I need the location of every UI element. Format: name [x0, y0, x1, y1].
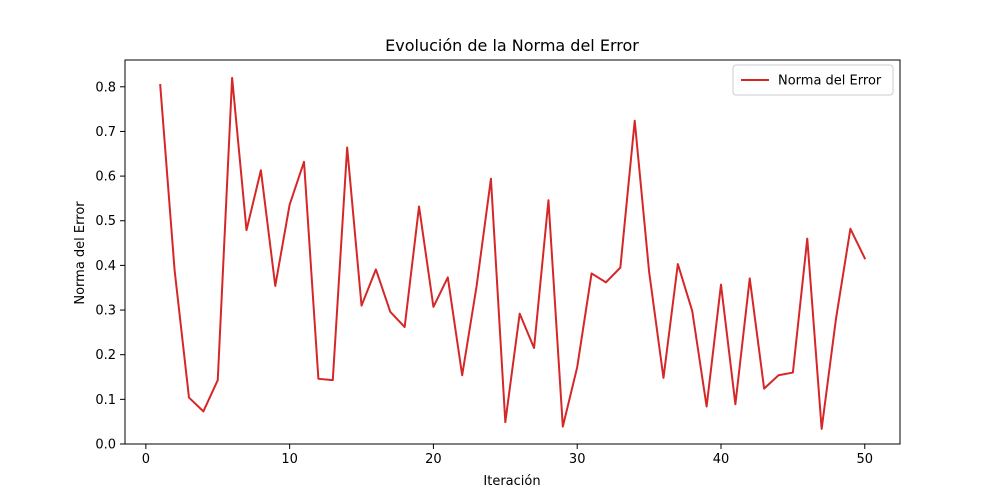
y-tick-label: 0.4 — [95, 259, 116, 274]
plot-area: 0 10 20 30 40 50 0.0 0.1 0.2 0.3 0.4 0.5 0.6 0.7 0.8 — [95, 59, 901, 467]
x-axis-label: Iteración — [483, 474, 540, 489]
legend: Norma del Error — [732, 64, 894, 96]
y-tick-label: 0.7 — [95, 125, 116, 140]
y-tick-label: 0.5 — [95, 214, 116, 229]
x-tick-label: 0 — [142, 452, 150, 467]
legend-box — [732, 64, 894, 96]
x-tick-label: 50 — [856, 452, 873, 467]
y-tick-label: 0.2 — [95, 348, 116, 363]
y-tick-label: 0.6 — [95, 170, 116, 185]
legend-label: Norma del Error — [778, 74, 882, 89]
series-line-1 — [159, 76, 867, 430]
x-tick-label: 40 — [713, 452, 730, 467]
x-tick-label: 20 — [425, 452, 442, 467]
y-tick-label: 0.1 — [95, 393, 116, 408]
y-tick-label: 0.0 — [95, 438, 116, 453]
y-tick-label: 0.3 — [95, 304, 116, 319]
chart-title: Evolución de la Norma del Error — [385, 36, 639, 55]
x-tick-label: 10 — [281, 452, 298, 467]
axes-frame — [124, 59, 901, 445]
y-tick-label: 0.8 — [95, 80, 116, 95]
y-axis-label: Norma del Error — [73, 201, 88, 305]
x-tick-label: 30 — [569, 452, 586, 467]
